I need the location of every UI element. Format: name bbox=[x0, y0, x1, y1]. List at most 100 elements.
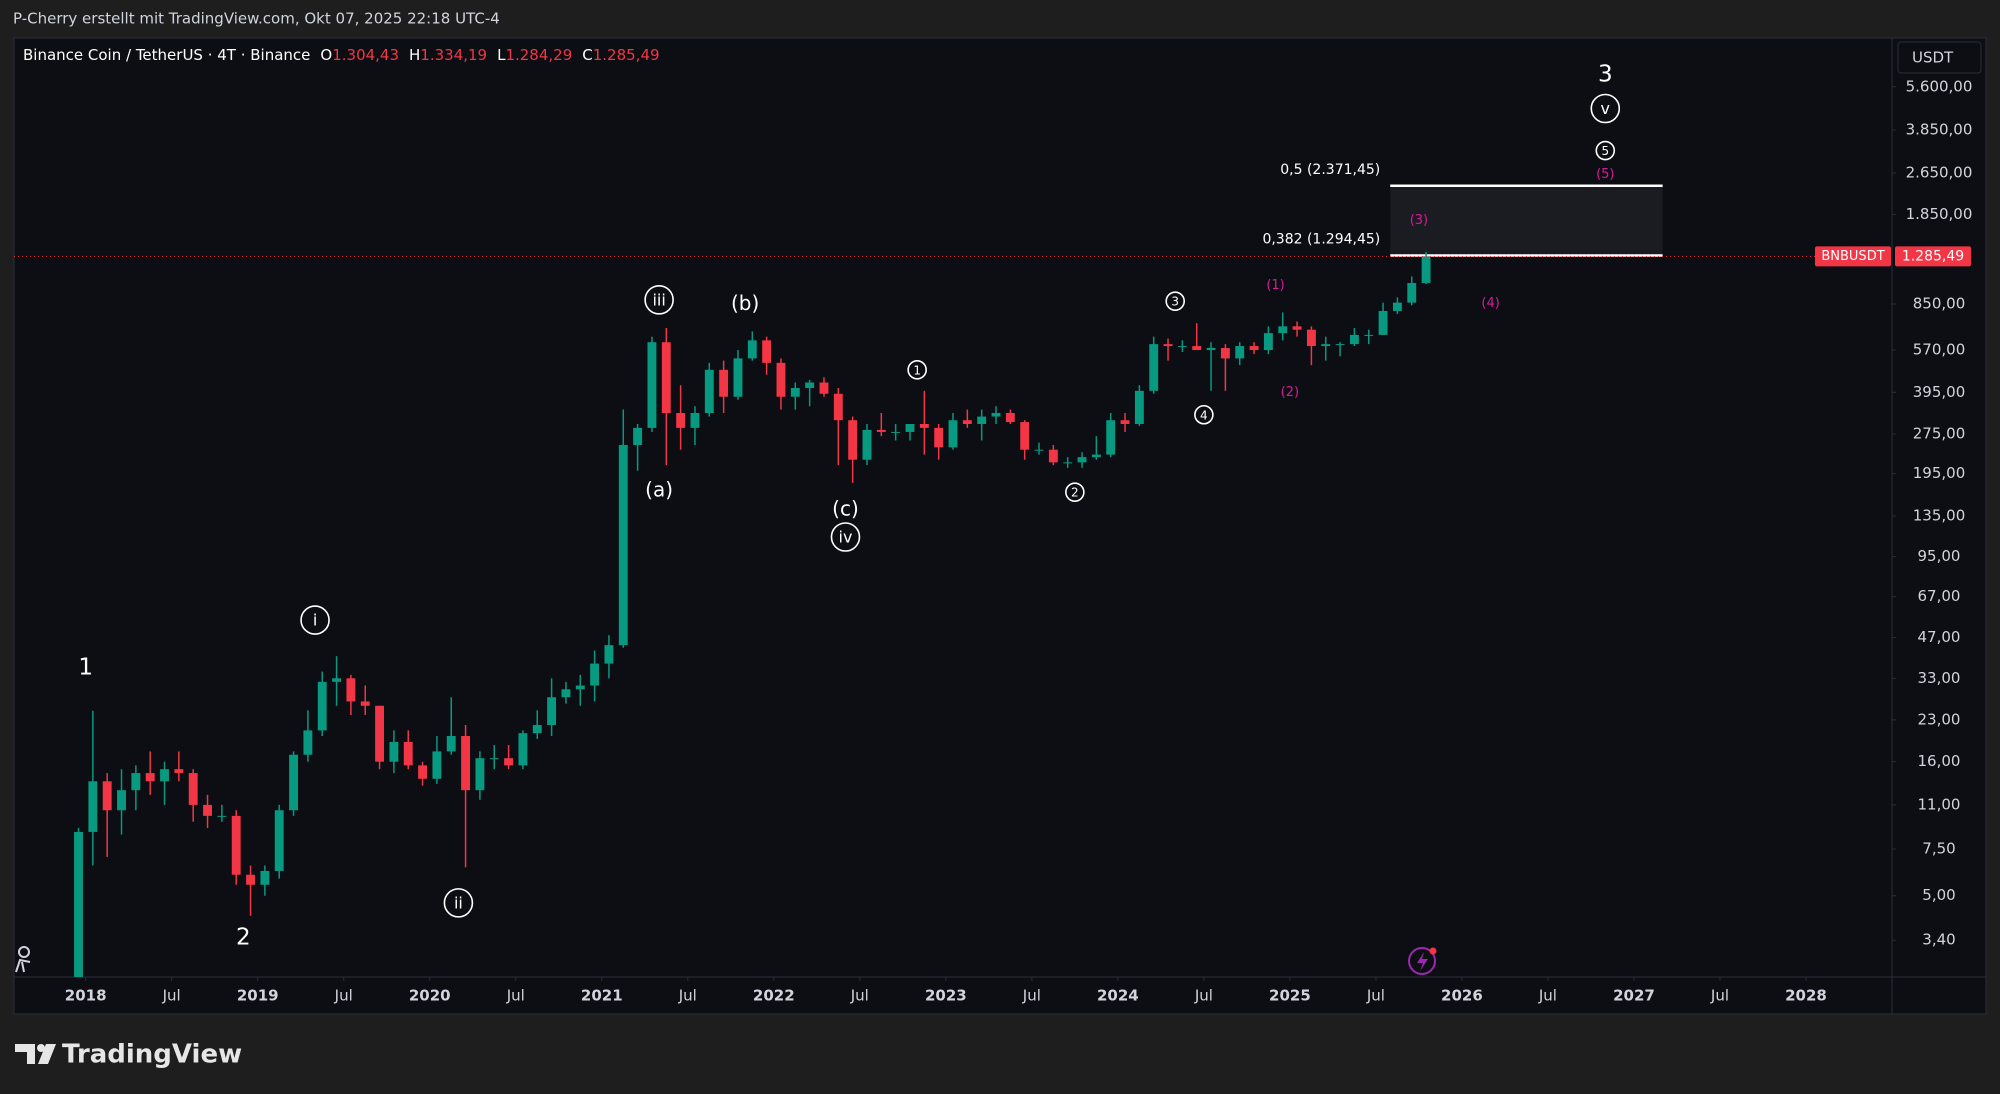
candle-body bbox=[1220, 348, 1230, 359]
wave-label: iii bbox=[652, 290, 665, 309]
candle-body bbox=[174, 769, 184, 774]
icon-part bbox=[1417, 952, 1428, 971]
candle-body bbox=[160, 769, 169, 782]
brand-logo bbox=[15, 1044, 56, 1064]
candle-body bbox=[719, 369, 729, 397]
candle-body bbox=[1063, 462, 1073, 464]
wave-label: i bbox=[313, 611, 317, 630]
candle-body bbox=[346, 678, 356, 702]
y-tick-label: 395,00 bbox=[1913, 383, 1966, 401]
candle-body bbox=[504, 758, 514, 766]
wave-label: (4) bbox=[1481, 296, 1499, 311]
y-tick-label: 47,00 bbox=[1918, 628, 1961, 646]
wave-label: (2) bbox=[1281, 385, 1299, 400]
candle-body bbox=[203, 804, 212, 816]
candle-body bbox=[747, 340, 757, 359]
wave-circle bbox=[300, 605, 330, 635]
logo-part bbox=[15, 1044, 35, 1064]
header-text: P-Cherry erstellt mit TradingView.com, O… bbox=[13, 10, 500, 28]
wave-label: (3) bbox=[1410, 213, 1428, 228]
wave-label: 2 bbox=[236, 924, 251, 950]
candle-body bbox=[231, 815, 241, 875]
drawing-icon[interactable] bbox=[15, 946, 31, 973]
candle-body bbox=[618, 444, 628, 646]
candle-body bbox=[446, 736, 456, 752]
y-tick-label: 1.850,00 bbox=[1906, 205, 1973, 223]
candle-body bbox=[289, 754, 298, 811]
x-tick-label: Jul bbox=[506, 987, 525, 1005]
ohlc-key: O bbox=[320, 46, 332, 64]
x-tick-label: Jul bbox=[1710, 987, 1729, 1005]
alert-icon[interactable] bbox=[1408, 947, 1437, 975]
candle-body bbox=[1235, 346, 1245, 359]
icon-part bbox=[18, 946, 30, 958]
y-tick-label: 195,00 bbox=[1913, 464, 1966, 482]
x-tick-label: 2022 bbox=[753, 987, 795, 1005]
candle-body bbox=[862, 429, 872, 460]
candle-body bbox=[1306, 329, 1316, 347]
candle-body bbox=[1349, 334, 1359, 345]
y-tick-label: 7,50 bbox=[1922, 840, 1955, 858]
candle-body bbox=[575, 685, 585, 690]
y-tick-label: 11,00 bbox=[1918, 795, 1961, 813]
x-tick-label: Jul bbox=[850, 987, 869, 1005]
ohlc-key: H bbox=[409, 46, 420, 64]
icon-part bbox=[15, 958, 31, 973]
candle-body bbox=[1077, 457, 1087, 463]
wave-circle bbox=[1065, 482, 1085, 502]
candle-body bbox=[260, 870, 270, 885]
candle-body bbox=[1378, 310, 1388, 335]
candle-body bbox=[819, 382, 829, 394]
x-tick-label: 2021 bbox=[581, 987, 623, 1005]
x-tick-label: 2019 bbox=[237, 987, 279, 1005]
x-tick-label: Jul bbox=[334, 987, 353, 1005]
y-tick-label: 67,00 bbox=[1918, 587, 1961, 605]
symbol-tag-label: BNBUSDT bbox=[1821, 249, 1884, 264]
candle-body bbox=[1421, 256, 1431, 283]
candle-body bbox=[1134, 390, 1144, 424]
candle-body bbox=[1163, 344, 1173, 347]
wave-label: 3 bbox=[1171, 295, 1179, 309]
y-tick-label: 95,00 bbox=[1918, 547, 1961, 565]
wave-circle bbox=[830, 522, 861, 552]
candle-body bbox=[891, 431, 901, 433]
candle-body bbox=[88, 781, 98, 832]
candle-body bbox=[1206, 348, 1216, 351]
candle-body bbox=[145, 773, 155, 782]
candle-body bbox=[1192, 346, 1202, 351]
candle-body bbox=[117, 790, 126, 811]
y-tick-label: 16,00 bbox=[1918, 752, 1961, 770]
candle-body bbox=[962, 420, 972, 424]
candle-body bbox=[317, 681, 327, 731]
candle-body bbox=[1177, 346, 1187, 348]
candle-body bbox=[131, 773, 141, 791]
candle-body bbox=[604, 645, 614, 664]
candle-body bbox=[905, 423, 915, 432]
wave-label: v bbox=[1601, 99, 1610, 118]
candle-body bbox=[776, 362, 786, 397]
candle-body bbox=[661, 342, 671, 414]
candle-body bbox=[489, 758, 499, 760]
x-tick-label: 2027 bbox=[1613, 987, 1655, 1005]
wave-label: (c) bbox=[832, 496, 859, 520]
x-tick-label: 2026 bbox=[1441, 987, 1483, 1005]
x-tick-label: 2025 bbox=[1269, 987, 1311, 1005]
currency-label[interactable]: USDT bbox=[1912, 49, 1954, 67]
x-tick-label: Jul bbox=[678, 987, 697, 1005]
chart-panel bbox=[13, 37, 1987, 1015]
icon-part bbox=[1429, 947, 1437, 955]
y-tick-label: 3.850,00 bbox=[1906, 120, 1973, 138]
candle-body bbox=[1292, 326, 1302, 330]
candle-body bbox=[1335, 344, 1345, 346]
currency-button[interactable] bbox=[1897, 41, 1982, 74]
candle-body bbox=[876, 429, 886, 432]
candle-body bbox=[805, 382, 815, 388]
wave-circle bbox=[1590, 93, 1621, 124]
x-tick-label: Jul bbox=[1022, 987, 1041, 1005]
candle-body bbox=[1034, 449, 1044, 451]
candle-body bbox=[1364, 334, 1374, 336]
candle-body bbox=[475, 758, 485, 791]
ohlc-value: 1.334,19 bbox=[420, 46, 487, 64]
